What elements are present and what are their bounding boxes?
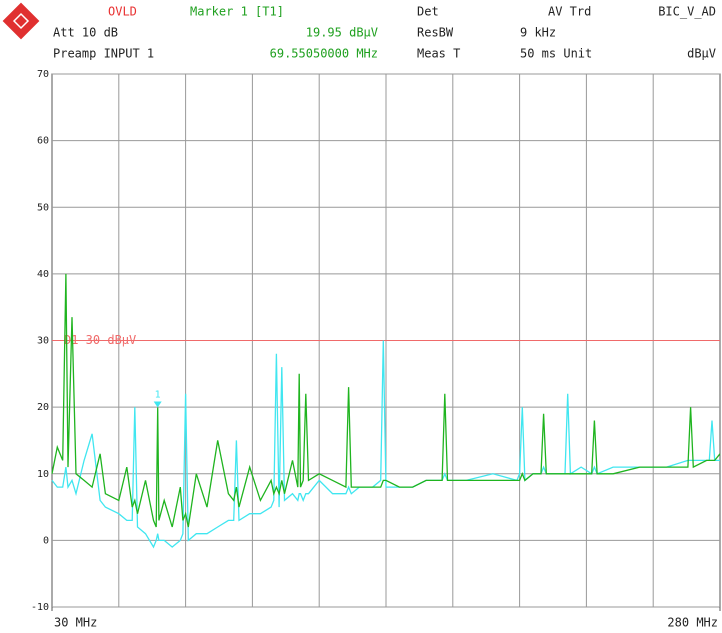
y-tick-label: 10	[37, 469, 49, 480]
marker-label: 1	[155, 389, 161, 400]
preamp: Preamp INPUT 1	[53, 47, 154, 61]
trace	[51, 273, 721, 528]
limit-label: D1 30 dBµV	[64, 333, 136, 347]
y-tick-label: 60	[37, 136, 49, 147]
marker-level: 19.95 dBµV	[306, 26, 378, 40]
setup-name: BIC_V_AD	[658, 5, 716, 19]
det-label: Det	[417, 5, 439, 19]
y-tick-label: 30	[37, 336, 49, 347]
y-tick-label: 40	[37, 269, 49, 280]
resbw: 9 kHz	[520, 26, 556, 40]
y-tick-label: 20	[37, 402, 49, 413]
resbw-label: ResBW	[417, 26, 454, 40]
ovld: OVLD	[108, 5, 137, 19]
x-tick-label: 280 MHz	[667, 616, 718, 630]
meas-time: 50 ms Unit	[520, 47, 592, 61]
y-tick-label: 70	[37, 69, 49, 80]
logo	[2, 2, 40, 40]
marker-title: Marker 1 [T1]	[190, 5, 284, 19]
y-tick-label: 50	[37, 202, 49, 213]
unit: dBµV	[687, 47, 716, 61]
x-tick-label: 30 MHz	[54, 616, 97, 630]
meas-label: Meas T	[417, 47, 460, 61]
y-tick-label: 0	[43, 535, 49, 546]
trace-mode: AV Trd	[548, 5, 591, 19]
y-tick-label: -10	[31, 602, 49, 613]
trace	[51, 340, 720, 549]
attenuation: Att 10 dB	[53, 26, 118, 40]
marker	[153, 401, 162, 408]
marker-frequency: 69.55050000 MHz	[270, 47, 378, 61]
